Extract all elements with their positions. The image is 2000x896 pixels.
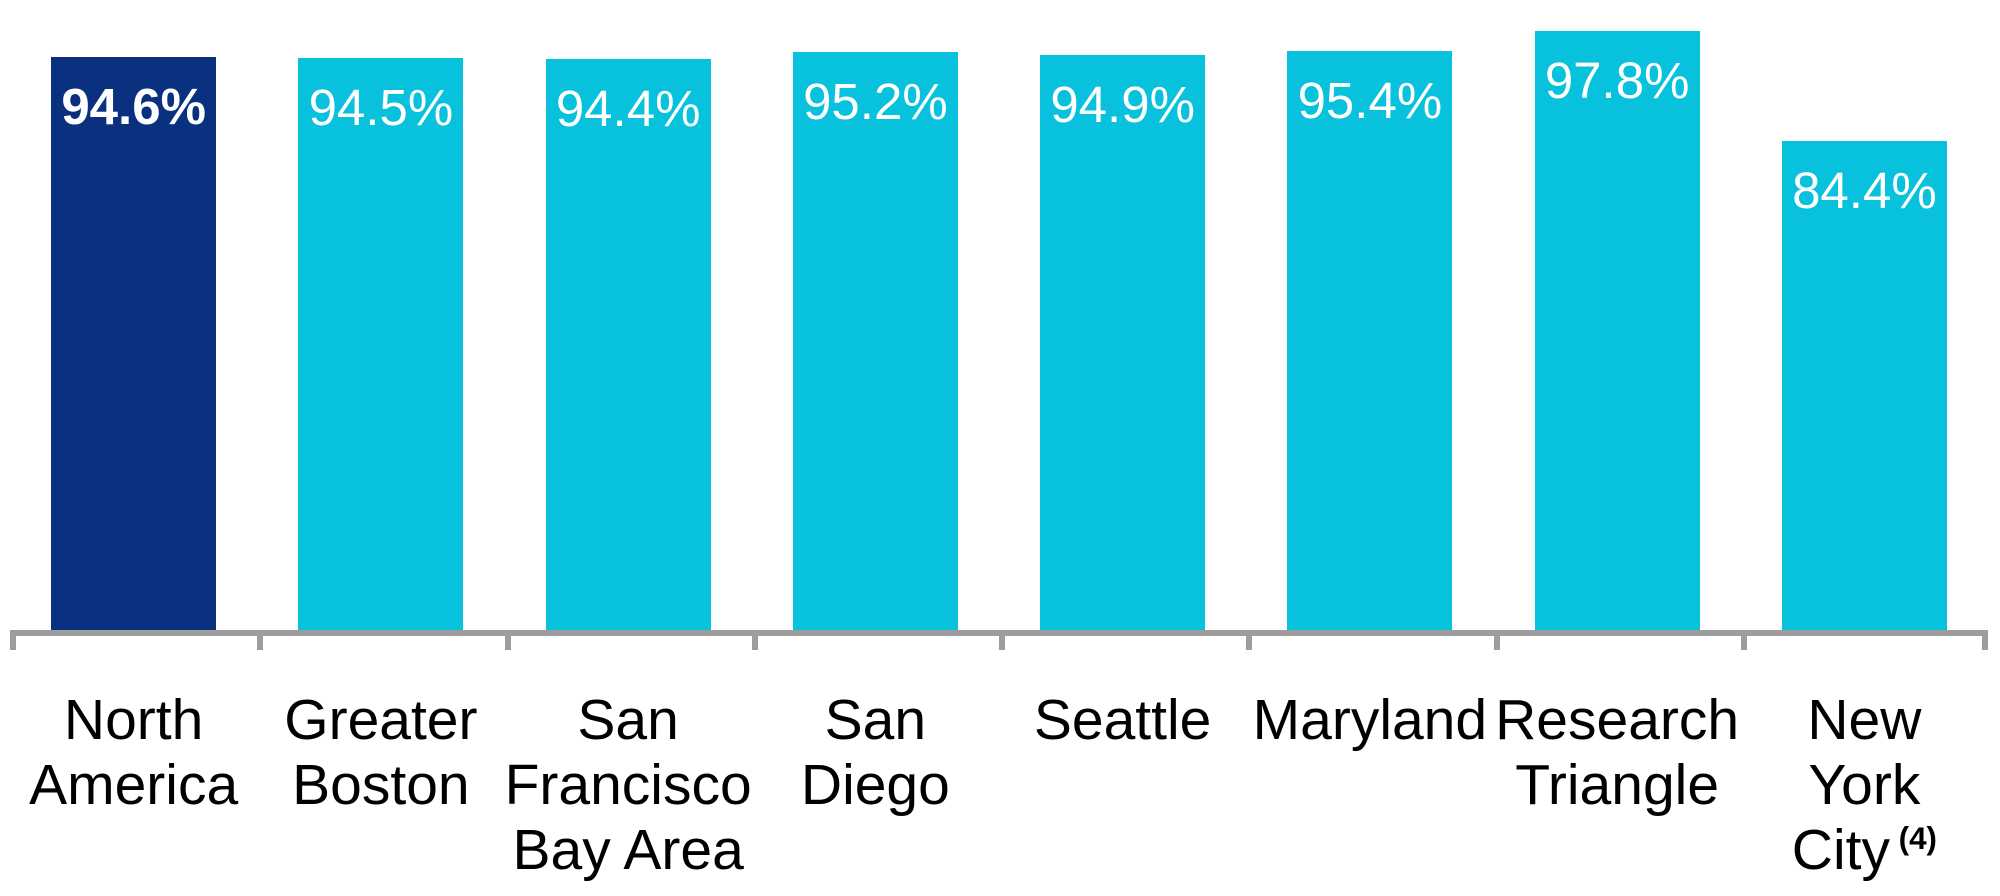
category-label-line: New xyxy=(1807,688,1922,752)
category-label-line: Triangle xyxy=(1515,753,1720,817)
x-axis-tick xyxy=(1493,630,1500,650)
bar-value-label: 95.4% xyxy=(1297,71,1443,129)
bar-value-label: 95.2% xyxy=(803,73,948,131)
category-label-greater-boston: Greater Boston xyxy=(257,688,504,818)
bar-north-america: 94.6% xyxy=(51,57,217,630)
category-label-line: Greater xyxy=(284,688,478,752)
category-label-line: San xyxy=(577,688,679,752)
x-axis-tick xyxy=(1982,630,1988,650)
bar-value-label: 84.4% xyxy=(1792,162,1937,220)
x-axis-tick xyxy=(1740,630,1747,650)
bar-value-label: 94.5% xyxy=(308,79,454,137)
category-label-line: Bay Area xyxy=(512,818,744,882)
bar-maryland: 95.4% xyxy=(1287,50,1453,630)
category-label-new-york-city: New York City (4) xyxy=(1741,688,1988,883)
category-label-line: Francisco xyxy=(504,753,752,817)
category-label-line: North xyxy=(63,688,204,752)
category-label-line: City (4) xyxy=(1791,818,1937,882)
bar-value-label: 94.6% xyxy=(61,78,206,136)
bar-research-triangle: 97.8% xyxy=(1534,31,1700,630)
category-label-line: Diego xyxy=(800,753,950,817)
bar-new-york-city: 84.4% xyxy=(1781,141,1947,630)
bar-value-label: 97.8% xyxy=(1544,52,1690,110)
category-label-line: Boston xyxy=(292,753,470,817)
footnote-marker: (4) xyxy=(1889,821,1937,856)
category-label-line: San xyxy=(824,688,927,752)
category-label-line: Maryland xyxy=(1252,688,1488,752)
x-axis-tick xyxy=(10,630,16,650)
bar-value-label: 94.4% xyxy=(555,80,701,138)
x-axis-tick xyxy=(257,630,264,650)
bar-greater-boston: 94.5% xyxy=(298,58,464,630)
category-label-san-diego: San Diego xyxy=(752,688,999,818)
x-axis-tick xyxy=(504,630,511,650)
x-axis-tick xyxy=(999,630,1005,650)
bar-value-label: 94.9% xyxy=(1050,75,1195,133)
category-label-line: America xyxy=(29,753,239,817)
x-axis-tick xyxy=(1246,630,1253,650)
category-label-north-america: North America xyxy=(10,688,257,818)
category-label-san-francisco-bay-area: San Francisco Bay Area xyxy=(505,688,752,883)
category-label-line: York xyxy=(1808,753,1921,817)
bar-san-diego: 95.2% xyxy=(792,52,958,630)
category-label-maryland: Maryland xyxy=(1246,688,1493,753)
category-label-seattle: Seattle xyxy=(999,688,1246,753)
x-axis-tick xyxy=(751,630,758,650)
category-label-research-triangle: Research Triangle xyxy=(1494,688,1741,818)
category-label-line: Research xyxy=(1495,688,1740,752)
bar-san-francisco-bay-area: 94.4% xyxy=(545,59,711,630)
bar-seattle: 94.9% xyxy=(1040,54,1206,630)
category-label-line: Seattle xyxy=(1033,688,1212,752)
